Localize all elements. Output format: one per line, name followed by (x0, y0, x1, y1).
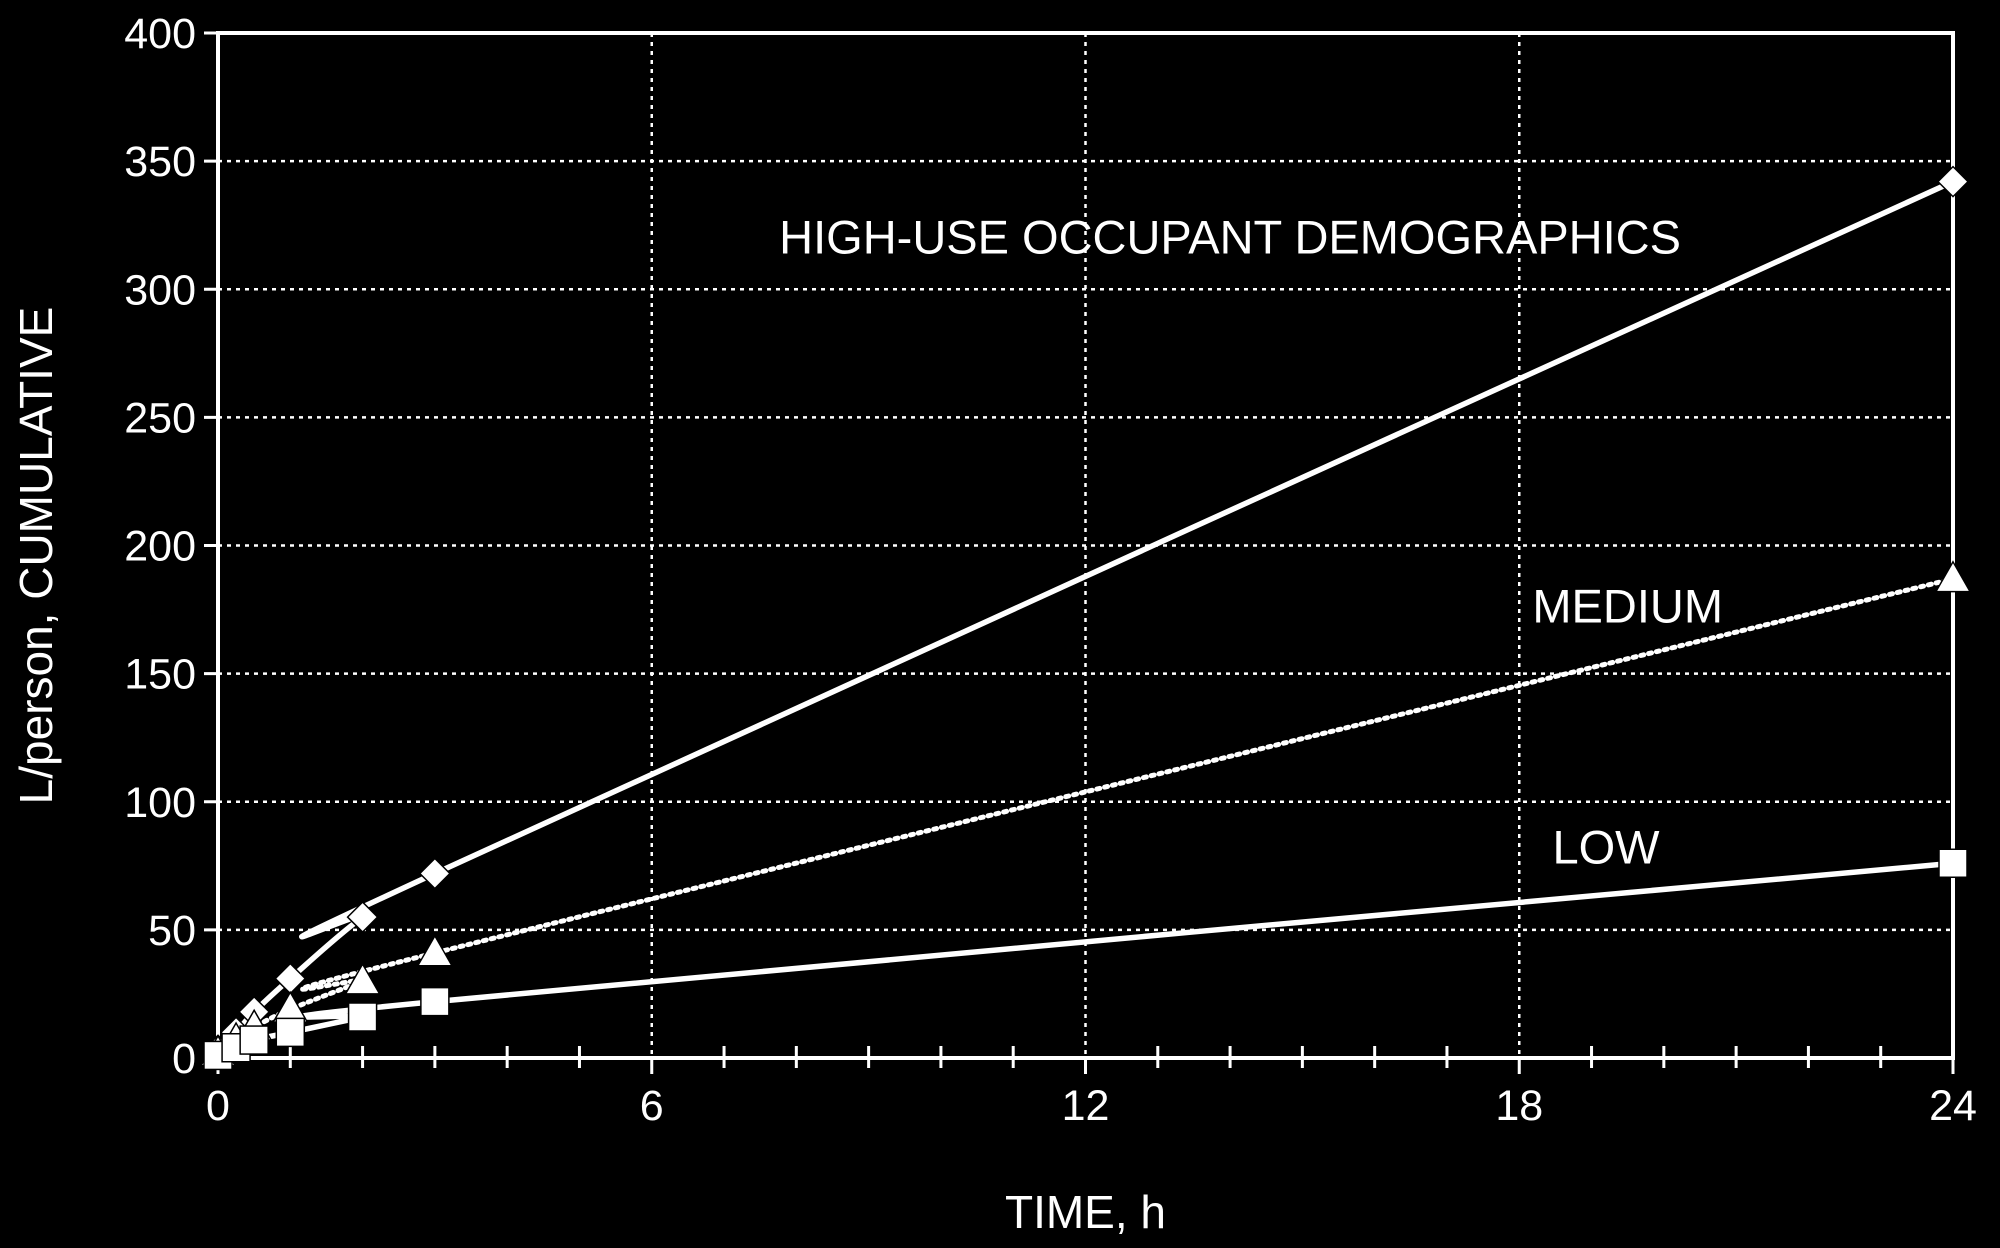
y-tick-label: 250 (124, 394, 196, 442)
data-point-square (347, 1002, 378, 1032)
axes: 0 50 100 150 200 250 300 350 400 0 6 12 18 24 (124, 10, 1977, 1130)
data-point-diamond (346, 901, 379, 934)
y-tick-label: 50 (148, 907, 196, 955)
data-point-square (420, 986, 450, 1017)
y-tick-label: 300 (124, 266, 196, 314)
x-tick-label: 0 (206, 1082, 230, 1130)
series-label-medium: MEDIUM (1532, 579, 1723, 632)
y-tick-label: 0 (172, 1035, 196, 1083)
x-tick-label: 24 (1929, 1082, 1977, 1130)
gridlines (218, 31, 1953, 1058)
series-label-low: LOW (1552, 820, 1660, 873)
data-point-diamond (418, 857, 451, 890)
data-point-diamond (1936, 165, 1970, 198)
y-tick-label: 400 (124, 10, 196, 58)
data-point-square (275, 1017, 306, 1048)
data-point-triangle (1934, 560, 1972, 593)
x-tick-label: 6 (640, 1082, 664, 1130)
data-point-triangle (416, 934, 454, 967)
x-axis-title: TIME, h (1005, 1186, 1166, 1238)
labels: TIME, h L/person, CUMULATIVE HIGH-USE OC… (10, 210, 1723, 1238)
series-label-high: HIGH-USE OCCUPANT DEMOGRAPHICS (779, 210, 1681, 263)
data-point-triangle (344, 962, 381, 995)
data-point-square (239, 1025, 269, 1055)
x-tick-label: 12 (1062, 1082, 1110, 1130)
data-point-square (1938, 848, 1968, 878)
x-tick-label: 18 (1495, 1082, 1543, 1130)
y-tick-label: 200 (124, 523, 196, 571)
y-tick-label: 350 (124, 138, 196, 186)
y-axis-title: L/person, CUMULATIVE (10, 307, 62, 805)
series-markers (199, 165, 1972, 1071)
y-tick-label: 150 (124, 651, 196, 699)
y-tick-label: 100 (124, 779, 196, 827)
